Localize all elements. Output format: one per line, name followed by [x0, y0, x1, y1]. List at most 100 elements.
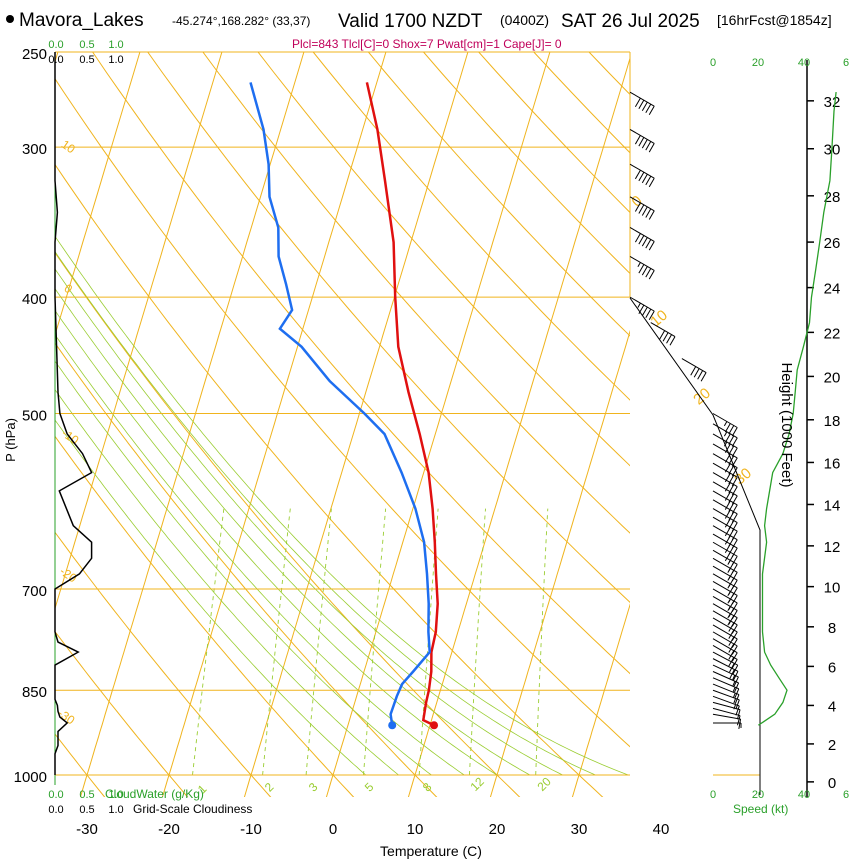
cloudiness-tick-top: 1.0 [108, 54, 123, 66]
wind-barb-staff [629, 196, 655, 212]
pressure-tick-label: 400 [22, 291, 47, 308]
sounding-params: Plcl=843 Tlcl[C]=0 Shox=7 Pwat[cm]=1 Cap… [292, 37, 562, 51]
pressure-tick-label: 700 [22, 583, 47, 600]
cloudwater-tick-top: 1.0 [108, 39, 123, 51]
height-tick-label: 8 [828, 620, 836, 637]
wind-barb-feather [731, 476, 738, 487]
dry-adiabat-line [202, 52, 630, 534]
wind-barb-feather [731, 427, 738, 437]
panel-boundary [629, 297, 761, 795]
wind-barb-feather [734, 688, 740, 699]
wind-barb-half-feather [732, 681, 736, 687]
wind-barb-staff [712, 638, 738, 654]
wind-barb [629, 227, 655, 251]
speed-tick-top: 20 [752, 57, 764, 69]
wind-barb-staff [712, 557, 738, 573]
wind-barb-feather [669, 336, 676, 346]
wind-barb-half-feather [723, 441, 728, 447]
wind-barb [712, 651, 739, 675]
wind-barb-feather [641, 206, 648, 216]
wind-barb-staff [629, 128, 655, 144]
valid-date: SAT 26 Jul 2025 [561, 11, 700, 32]
wind-barb-feather [634, 135, 641, 145]
wind-barb-feather [728, 445, 735, 455]
pressure-tick-label: 300 [22, 141, 47, 158]
wind-barb-staff [712, 695, 740, 707]
wind-barb [712, 677, 740, 699]
height-tick-label: 6 [828, 659, 836, 676]
wind-barb-feather [732, 671, 739, 681]
wind-barb-feather [690, 366, 697, 376]
cloudiness-tick-bottom: 0.0 [48, 804, 63, 816]
wind-barb-feather [724, 500, 731, 510]
wind-barb-feather [731, 447, 738, 457]
wind-barb-feather [641, 139, 648, 149]
wind-barb-feather [732, 664, 739, 675]
dry-adiabat-line [55, 77, 630, 748]
wind-barb-feather [645, 239, 652, 249]
wind-barb-feather [731, 522, 738, 532]
wind-barb-feather [736, 715, 741, 726]
isotherm-line [325, 52, 551, 797]
wind-barb-staff [712, 603, 738, 619]
height-tick-label: 4 [828, 698, 836, 715]
cloudwater-tick-bottom: 0.0 [48, 789, 63, 801]
wind-barb-feather [728, 502, 735, 512]
speed-tick-bottom: 40 [798, 789, 810, 801]
wind-barb-feather [645, 268, 652, 278]
wind-barb [712, 671, 740, 693]
wind-barb-staff [629, 91, 655, 107]
wind-barb-feather [731, 564, 738, 574]
wind-barb-feather [731, 659, 738, 669]
wind-barb-staff [629, 227, 655, 242]
dry-adiabat-label: 10 [59, 137, 78, 156]
wind-barb-feather [724, 453, 731, 463]
wind-barb-feather [724, 463, 731, 473]
wind-barb-feather [638, 137, 645, 147]
cloudwater-tick-bottom: 1.0 [108, 789, 123, 801]
height-tick-label: 26 [824, 235, 841, 252]
mixing-ratio-label: 12 [467, 774, 487, 794]
cloudwater-tick-bottom: 0.5 [79, 789, 94, 801]
wind-barb-feather [700, 372, 707, 382]
wind-barb-feather [731, 572, 738, 582]
wind-barb-staff [712, 707, 741, 717]
wind-barb-feather [731, 617, 738, 627]
wind-barb-staff [712, 581, 738, 596]
isotherm-line [55, 52, 141, 337]
wind-barb-feather [731, 638, 738, 648]
wind-barb-feather [724, 423, 731, 433]
wind-barb-feather [641, 101, 648, 112]
temperature-tick-label: -20 [158, 821, 180, 838]
wind-barb-feather [648, 310, 655, 321]
cloudwater-tick-top: 0.5 [79, 39, 94, 51]
wind-barb-feather [638, 99, 645, 110]
dry-adiabat-label: -10 [59, 426, 82, 448]
height-tick-label: 2 [828, 737, 836, 754]
wind-barb-staff [629, 296, 655, 312]
surface-temperature-dot [430, 721, 439, 730]
wind-barb-feather [724, 472, 731, 483]
wind-barb-feather [648, 177, 655, 188]
dry-adiabat-line [147, 52, 630, 604]
wind-barb-feather [728, 425, 735, 435]
wind-barb-feather [731, 547, 738, 557]
wind-barb-feather [728, 643, 735, 653]
moist-adiabat-line [55, 250, 596, 776]
dry-adiabat-line [55, 733, 106, 797]
wind-barb-feather [648, 241, 655, 251]
temperature-tick-label: 40 [653, 821, 670, 838]
wind-barb-feather [638, 235, 645, 245]
wind-barb [712, 707, 741, 726]
wind-barb-feather [733, 676, 739, 687]
temperature-tick-label: -10 [240, 821, 262, 838]
height-tick-label: 16 [824, 455, 841, 472]
wind-height-panel: 0 20 40 60 20 40 60246810121416182022242628303… [629, 57, 849, 801]
cloudwater-tick-top: 0.0 [48, 39, 63, 51]
wind-barb-feather [724, 433, 731, 443]
cloudiness-label: Grid-Scale Cloudiness [133, 802, 252, 816]
wind-barb-feather [731, 645, 738, 655]
wind-barb-half-feather [732, 692, 736, 698]
mixing-ratio-line [469, 508, 486, 776]
